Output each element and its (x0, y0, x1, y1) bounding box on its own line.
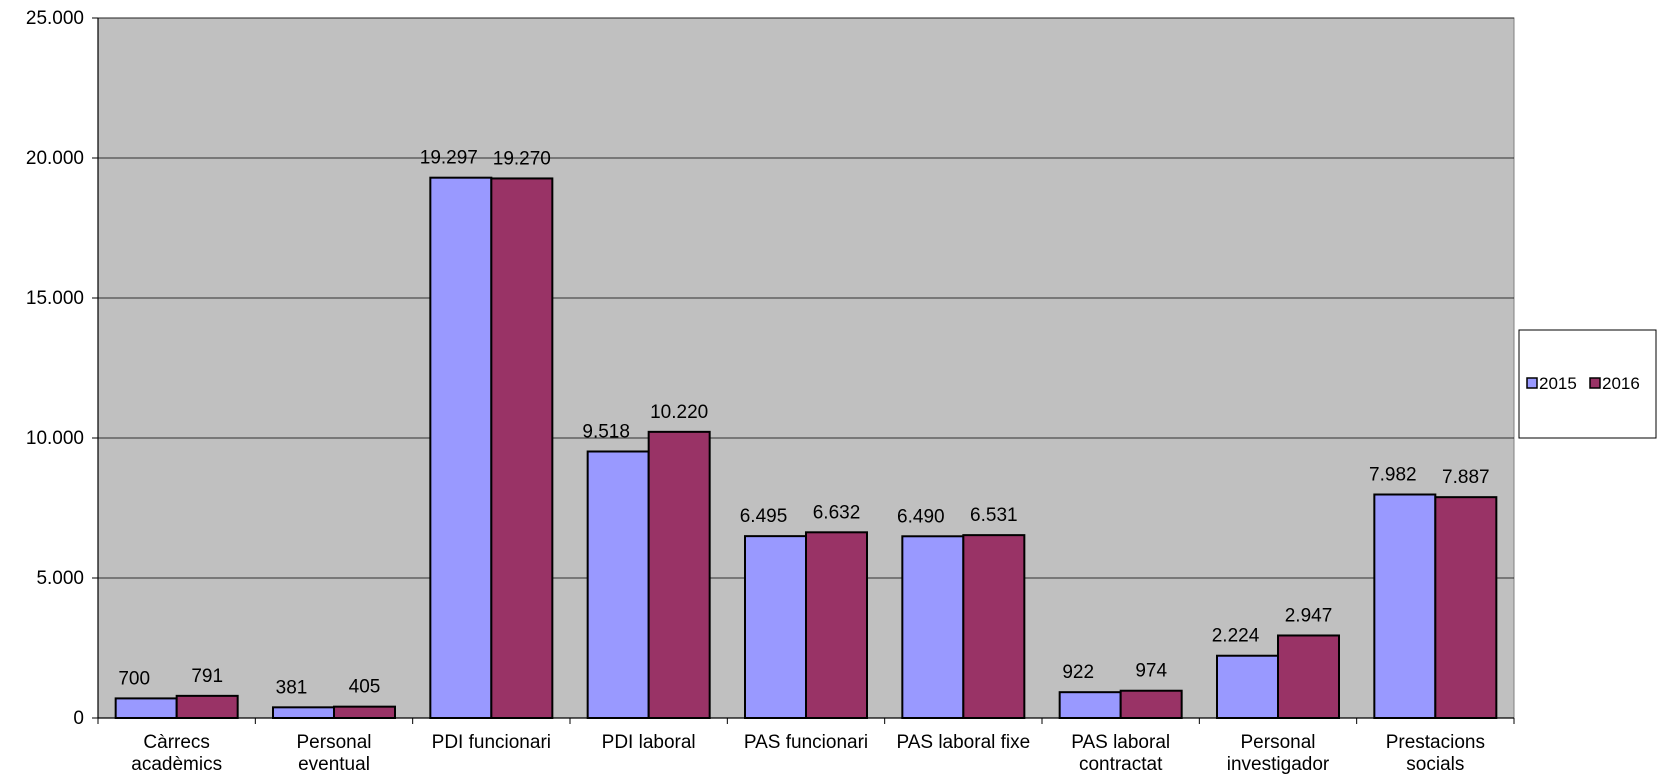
x-tick-label-line: Prestacions (1386, 732, 1485, 753)
bar (333, 705, 396, 719)
x-tick-label-line: Personal (297, 732, 372, 753)
data-label: 381 (276, 677, 308, 698)
y-tick-label: 15.000 (26, 288, 84, 309)
bar (1434, 496, 1498, 719)
x-tick-label: PAS funcionari (744, 732, 868, 753)
data-label: 6.495 (740, 506, 788, 527)
bar (647, 430, 711, 719)
bar (901, 535, 965, 720)
data-labels: 700 791 381 405 19.297 19.270 9.518 10.220 6.495… (118, 148, 1489, 699)
x-tick-label: PDI funcionari (432, 732, 551, 753)
bar (114, 697, 178, 720)
bar (429, 176, 493, 719)
bar (1216, 654, 1279, 720)
legend-label: 2015 (1539, 374, 1577, 393)
y-tick-label: 10.000 (26, 428, 84, 449)
legend-box (1518, 329, 1657, 439)
gridlines (98, 17, 1514, 579)
bar (1058, 691, 1122, 720)
legend-swatch (1589, 377, 1601, 389)
data-label: 7.887 (1442, 467, 1490, 488)
x-tick-label: PAS laboral contractat (1071, 732, 1170, 775)
bar (805, 531, 868, 720)
y-tick-label: 0 (73, 708, 84, 729)
legend: 2015 2016 (1518, 329, 1657, 439)
data-label: 6.632 (813, 502, 861, 523)
x-tick-label-line: eventual (298, 754, 370, 775)
bar (490, 177, 554, 719)
legend-label: 2016 (1602, 374, 1640, 393)
bar (586, 450, 650, 719)
data-label: 405 (349, 677, 381, 698)
y-tick-label: 5.000 (36, 568, 84, 589)
data-label: 791 (191, 666, 223, 687)
x-tick-label: Personal eventual (297, 732, 372, 775)
data-label: 9.518 (582, 421, 630, 442)
x-tick-label-line: PDI funcionari (432, 732, 551, 753)
x-tick-label-line: Càrrecs (143, 732, 210, 753)
x-tick-label: PAS laboral fixe (896, 732, 1030, 753)
data-label: 2.947 (1285, 605, 1333, 626)
bar (744, 535, 807, 720)
bar (1277, 634, 1340, 720)
data-label: 7.982 (1369, 465, 1417, 486)
data-label: 10.220 (650, 402, 708, 423)
data-label: 6.531 (970, 505, 1018, 526)
x-tick-label: Personal investigador (1227, 732, 1330, 775)
x-tick-label-line: PAS laboral (1071, 732, 1170, 753)
x-tick-label-line: PAS funcionari (744, 732, 868, 753)
data-label: 922 (1062, 662, 1094, 683)
x-tick-label: Prestacions socials (1386, 732, 1485, 775)
bar (1373, 493, 1437, 719)
x-tick-label-line: investigador (1227, 754, 1330, 775)
x-tick-label-line: PAS laboral fixe (896, 732, 1030, 753)
data-label: 2.224 (1212, 626, 1260, 647)
data-label: 19.297 (420, 148, 478, 169)
x-tick-label-line: Personal (1241, 732, 1316, 753)
bar (1119, 689, 1183, 720)
data-label: 974 (1135, 661, 1167, 682)
legend-swatch (1526, 377, 1538, 389)
y-tick-label: 25.000 (26, 8, 84, 29)
data-label: 700 (118, 668, 150, 689)
x-tick-label-line: contractat (1079, 754, 1163, 775)
x-tick-label-line: acadèmics (131, 754, 222, 775)
x-tick-label: Càrrecs acadèmics (131, 732, 222, 775)
bar (962, 534, 1026, 720)
bar (175, 694, 239, 719)
bar (272, 706, 335, 719)
x-tick-label: PDI laboral (602, 732, 696, 753)
x-tick-label-line: socials (1406, 754, 1464, 775)
y-axis-ticks: 0 5.000 10.000 15.000 20.000 25.000 (26, 8, 98, 729)
y-tick-label: 20.000 (26, 148, 84, 169)
data-label: 19.270 (493, 148, 551, 169)
axes (97, 18, 1514, 719)
data-label: 6.490 (897, 506, 945, 527)
x-tick-label-line: PDI laboral (602, 732, 696, 753)
